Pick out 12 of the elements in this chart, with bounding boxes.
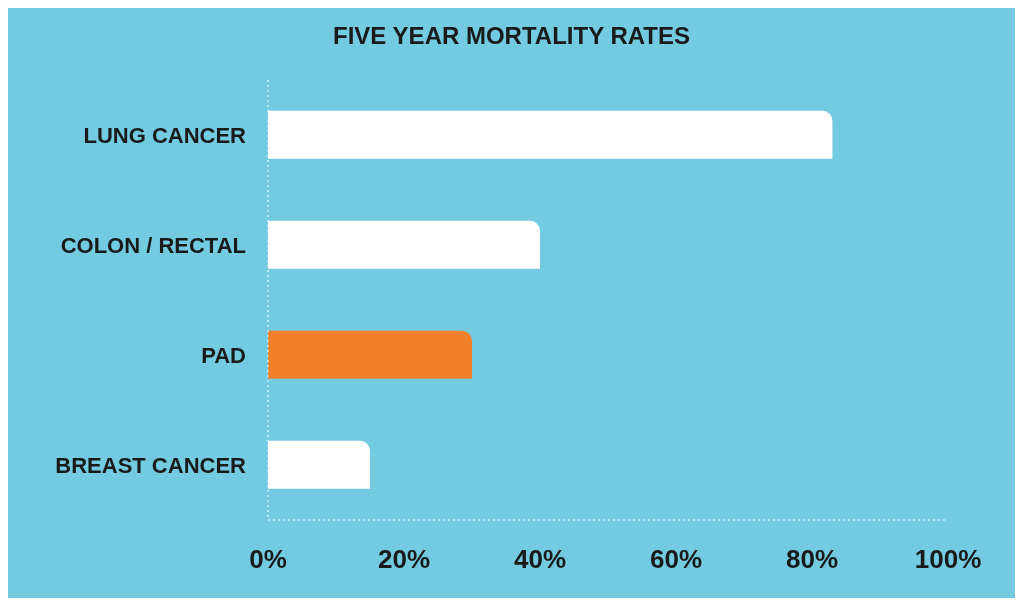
x-tick-label: 100%: [914, 544, 982, 575]
y-tick-label: BREAST CANCER: [55, 452, 247, 478]
y-tick-label: COLON / RECTAL: [60, 232, 246, 258]
x-tick-label: 80%: [785, 544, 839, 575]
x-tick-label: 20%: [377, 544, 431, 575]
x-tick-label: 60%: [649, 544, 703, 575]
chart-title: FIVE YEAR MORTALITY RATES: [332, 21, 691, 50]
bar: [268, 330, 472, 379]
y-tick-label: PAD: [201, 342, 246, 368]
x-tick-label: 0%: [249, 544, 287, 575]
x-tick-label: 40%: [513, 544, 567, 575]
y-tick-label: LUNG CANCER: [83, 122, 247, 148]
